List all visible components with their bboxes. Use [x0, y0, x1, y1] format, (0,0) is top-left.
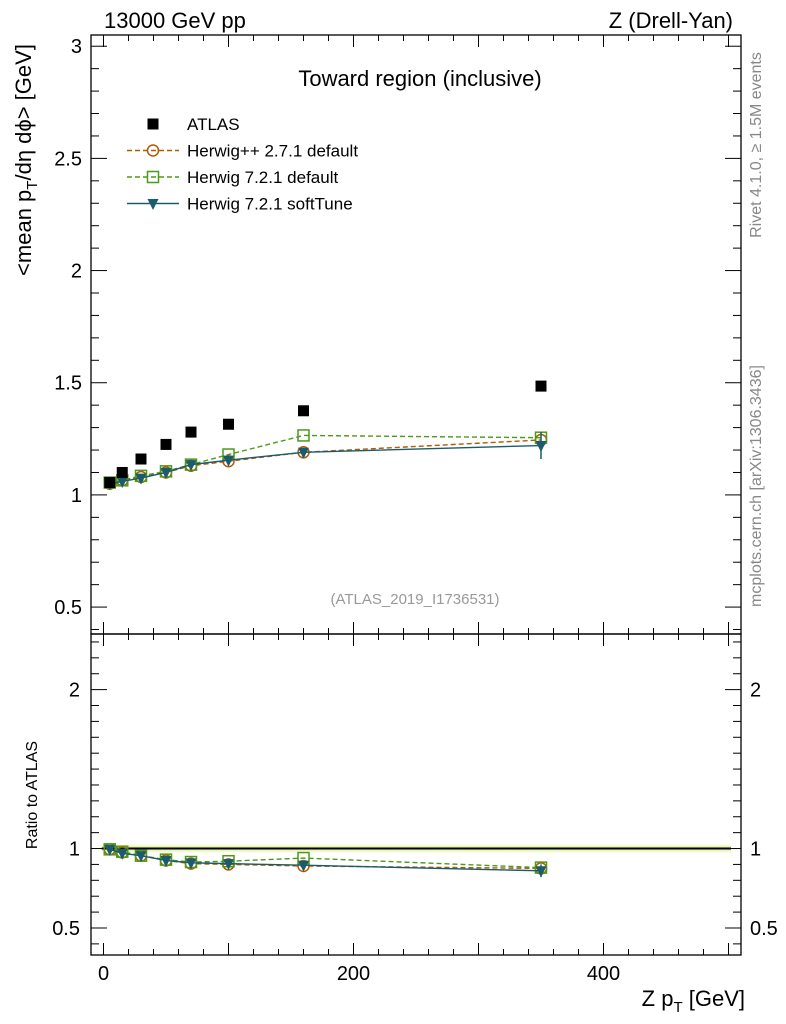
herwig-7-2-1-softtune-ratio-point	[160, 855, 172, 867]
legend-label-atlas: ATLAS	[187, 115, 240, 134]
legend-marker-atlas	[147, 118, 159, 130]
legend-label-herwig-2-7-1-default: Herwig++ 2.7.1 default	[187, 142, 358, 161]
herwig-7-2-1-softtune-main-point	[135, 473, 147, 485]
y-tick-label-ratio-right: 1	[750, 839, 761, 861]
herwig-7-2-1-softtune-main-point	[298, 447, 309, 459]
herwig-7-2-1-softtune-ratio-line	[109, 848, 542, 872]
herwig-7-2-1-softtune-main-point	[223, 455, 234, 467]
legend-marker-herwig-2-7-1-default	[146, 144, 160, 157]
herwig-7-2-1-softtune-ratio-point	[185, 858, 197, 870]
x-tick-label: 0	[98, 963, 109, 985]
y-tick-label-ratio-right: 2	[750, 680, 761, 702]
y-tick-label-ratio-left: 1	[69, 839, 80, 861]
herwig-7-2-1-softtune-main-line	[109, 444, 542, 485]
herwig-7-2-1-softtune-main-point	[160, 467, 172, 479]
legend-marker-herwig-7-2-1-softtune	[147, 199, 159, 210]
atlas-main-point	[223, 418, 234, 430]
y-tick-label-main: 3	[71, 36, 82, 58]
y-axis-label-main-sub: T	[24, 181, 41, 190]
side-note-top: Rivet 4.1.0, ≥ 1.5M events	[748, 52, 765, 238]
atlas-main-point	[116, 466, 128, 478]
y-tick-label-main: 2	[71, 261, 82, 283]
header-right: Z (Drell-Yan)	[609, 8, 733, 33]
atlas-main-point	[160, 438, 172, 450]
herwig-2-7-1-default-main-line	[109, 439, 542, 485]
y-tick-label-main: 0.5	[54, 597, 82, 619]
x-axis-label: Z pT [GeV]	[642, 986, 745, 1016]
side-note-bottom: mcplots.cern.ch [arXiv:1306.3436]	[748, 365, 765, 607]
chart-title: Toward region (inclusive)	[298, 66, 541, 91]
y-tick-label-main: 1.5	[54, 373, 82, 395]
y-tick-label-ratio-left: 2	[69, 680, 80, 702]
herwig-7-2-1-default-main-line	[109, 434, 542, 484]
x-axis-label-part1: Z p	[642, 986, 674, 1011]
atlas-main-point	[185, 426, 197, 438]
herwig-7-2-1-softtune-ratio-point	[116, 848, 128, 860]
y-tick-label-main: 1	[71, 485, 82, 507]
y-axis-label-main: <mean pT/dη dϕ> [GeV]	[11, 44, 41, 276]
legend-label-herwig-7-2-1-softtune: Herwig 7.2.1 softTune	[187, 195, 353, 214]
y-tick-label-main: 2.5	[54, 148, 82, 170]
herwig-7-2-1-softtune-ratio-point	[135, 851, 147, 863]
atlas-main-point	[135, 453, 147, 465]
ratio-frame	[90, 633, 742, 956]
herwig-7-2-1-softtune-ratio-point	[104, 844, 116, 856]
legend: ATLAS Herwig++ 2.7.1 default Herwig 7.2.1 …	[127, 115, 358, 214]
y-axis-label-main-part2: /dη dϕ> [GeV]	[11, 44, 36, 180]
atlas-main-point	[298, 405, 309, 417]
y-axis-label-ratio: Ratio to ATLAS	[24, 741, 41, 849]
analysis-id: (ATLAS_2019_I1736531)	[330, 591, 499, 608]
y-axis-label-main-part1: <mean p	[11, 190, 36, 276]
herwig-7-2-1-default-main-point	[297, 429, 310, 442]
herwig-7-2-1-softtune-main-point	[185, 460, 197, 472]
legend-marker-herwig-7-2-1-default	[146, 170, 160, 184]
atlas-main-point	[104, 477, 116, 489]
herwig-7-2-1-softtune-main-point	[535, 441, 547, 453]
herwig-7-2-1-softtune-ratio-point	[298, 860, 309, 872]
plot-layer: 0 200 400 0.5 1 1.5 2 2.5 3 0.5 0.5 1 1 2 2	[52, 34, 778, 985]
atlas-main-point	[535, 380, 547, 392]
x-tick-label: 200	[337, 963, 370, 985]
x-axis-label-part2: [GeV]	[683, 986, 745, 1011]
herwig-7-2-1-softtune-ratio-point	[223, 859, 234, 871]
x-axis-label-sub: T	[673, 999, 682, 1016]
legend-label-herwig-7-2-1-default: Herwig 7.2.1 default	[187, 168, 338, 187]
y-tick-label-ratio-right: 0.5	[750, 918, 778, 940]
header-left: 13000 GeV pp	[104, 8, 246, 33]
y-tick-label-ratio-left: 0.5	[52, 918, 80, 940]
herwig-7-2-1-softtune-ratio-point	[535, 866, 547, 878]
x-tick-label: 400	[587, 963, 620, 985]
herwig-7-2-1-softtune-main-point	[116, 476, 128, 488]
